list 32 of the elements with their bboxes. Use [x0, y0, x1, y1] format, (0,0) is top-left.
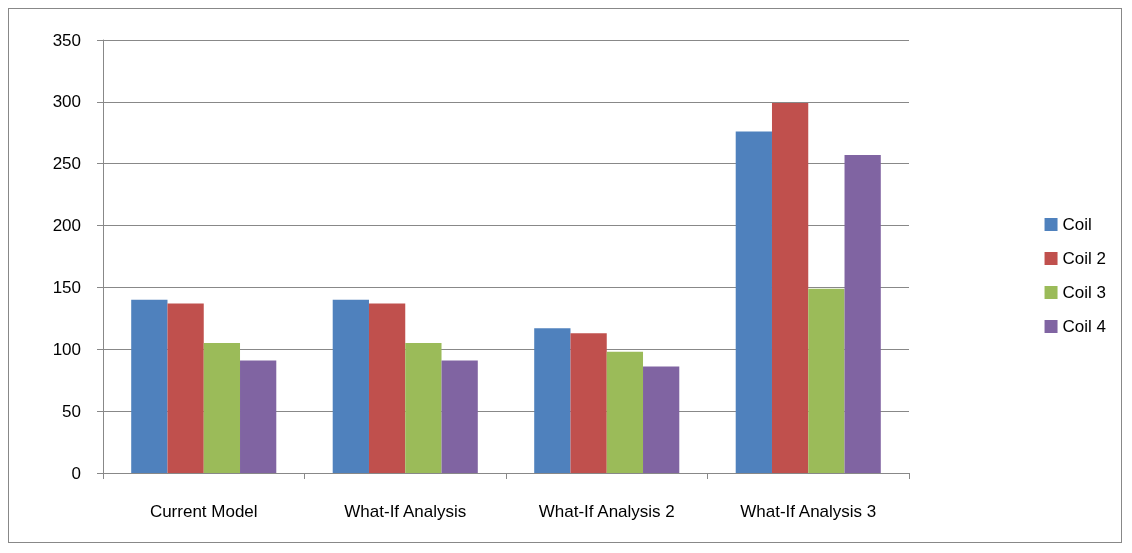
bar	[405, 343, 442, 473]
bar	[203, 343, 241, 473]
y-tick-label: 0	[71, 463, 81, 483]
bar	[808, 288, 845, 473]
y-tick-label: 50	[62, 401, 81, 421]
y-tick-label: 250	[52, 154, 81, 174]
bar	[332, 299, 369, 473]
legend-label: Coil 3	[1062, 283, 1107, 302]
bar	[441, 360, 478, 473]
x-tick-label: What-If Analysis 2	[538, 502, 675, 521]
bar	[240, 360, 277, 473]
x-tick-label: Current Model	[149, 502, 258, 521]
bar	[534, 328, 571, 473]
y-tick-label: 200	[52, 216, 81, 236]
y-tick-label: 350	[52, 30, 81, 50]
x-tick-label: What-If Analysis 3	[740, 502, 877, 521]
bar	[368, 303, 406, 473]
legend-label: Coil	[1062, 215, 1092, 234]
bar	[771, 103, 809, 473]
bar	[167, 303, 204, 473]
bar	[606, 351, 644, 473]
bar	[735, 131, 772, 473]
bar	[131, 299, 168, 473]
legend-label: Coil 4	[1062, 317, 1107, 336]
y-tick-label: 150	[52, 277, 81, 297]
bar	[570, 333, 607, 473]
bar	[844, 155, 881, 473]
legend-label: Coil 2	[1062, 249, 1107, 268]
y-tick-label: 300	[52, 92, 81, 112]
x-tick-label: What-If Analysis	[344, 502, 467, 521]
bar	[643, 366, 680, 473]
y-tick-label: 100	[52, 339, 81, 359]
